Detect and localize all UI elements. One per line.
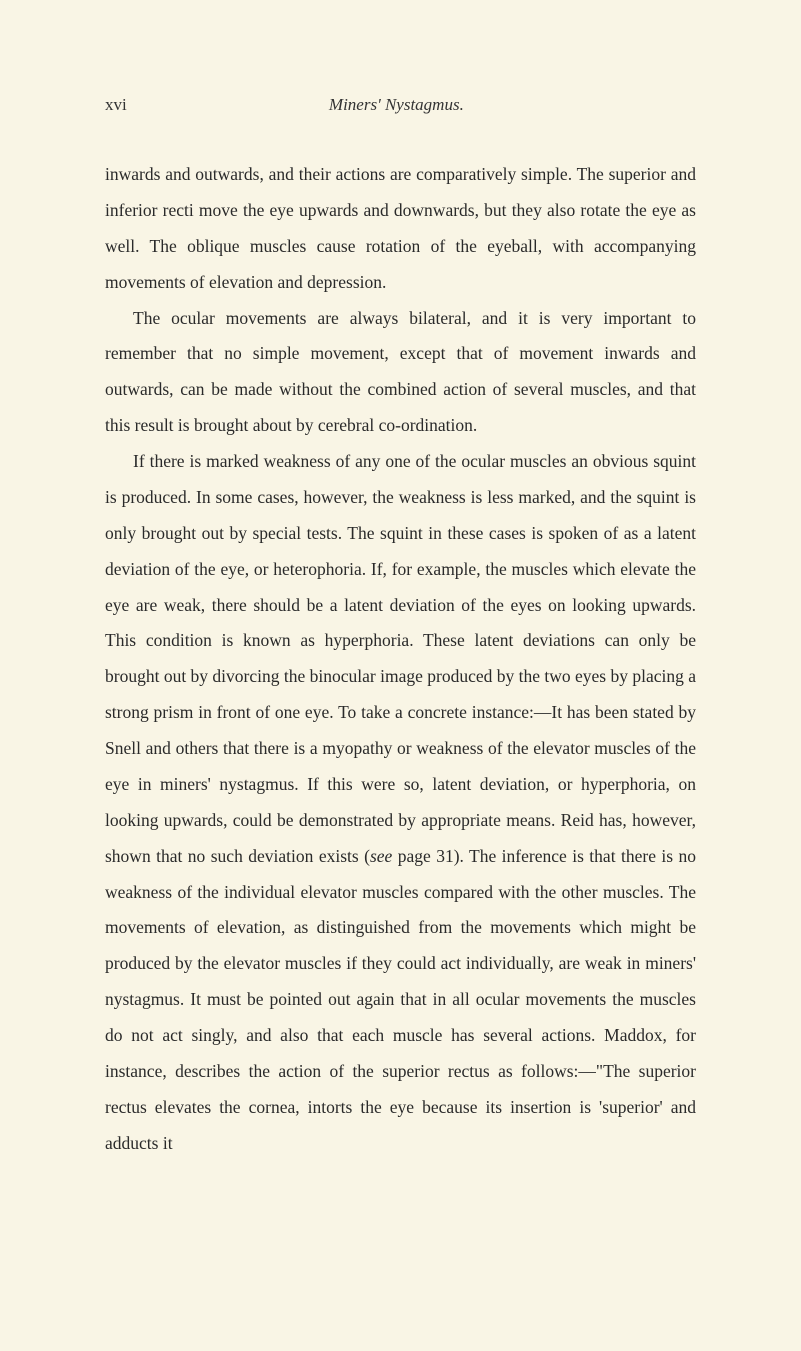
page-header: xvi Miners' Nystagmus. xyxy=(105,95,696,115)
paragraph-2: The ocular movements are always bilatera… xyxy=(105,301,696,445)
page-number: xvi xyxy=(105,95,127,115)
paragraph-1: inwards and outwards, and their actions … xyxy=(105,157,696,301)
body-text: inwards and outwards, and their actions … xyxy=(105,157,696,1162)
p3-text-1: If there is marked weakness of any one o… xyxy=(105,451,696,866)
running-title: Miners' Nystagmus. xyxy=(127,95,666,115)
see-italic: see xyxy=(370,846,392,866)
p3-text-2: page 31). The inference is that there is… xyxy=(105,846,696,1153)
paragraph-3: If there is marked weakness of any one o… xyxy=(105,444,696,1162)
